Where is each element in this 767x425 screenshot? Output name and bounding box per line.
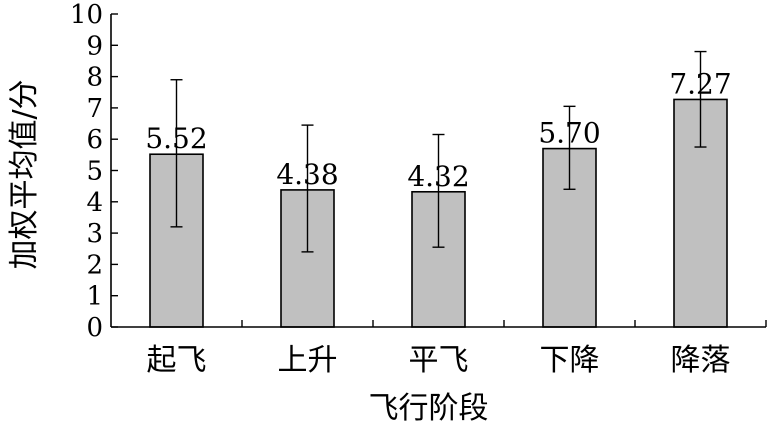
y-tick-label: 1 (86, 282, 103, 312)
y-tick-label: 3 (86, 219, 103, 249)
y-tick-label: 6 (86, 125, 103, 155)
y-tick-label: 2 (86, 250, 103, 280)
x-tick-label: 降落 (671, 343, 731, 378)
x-tick-label: 上升 (278, 343, 338, 378)
data-label: 5.70 (538, 117, 600, 150)
data-label: 4.38 (276, 158, 338, 191)
x-tick-label: 起飞 (147, 343, 207, 378)
y-tick-label: 4 (86, 188, 103, 218)
data-labels: 5.52 4.38 4.32 5.70 7.27 (145, 67, 731, 192)
y-tick-label: 10 (70, 0, 103, 30)
x-axis-labels: 起飞 上升 平飞 下降 降落 (147, 343, 731, 378)
y-tick-label: 9 (86, 31, 103, 61)
data-label: 7.27 (669, 67, 731, 100)
data-label: 5.52 (145, 122, 207, 155)
x-tick-label: 平飞 (409, 343, 469, 378)
y-axis-title: 加权平均值/分 (7, 79, 42, 269)
x-axis-title: 飞行阶段 (369, 391, 489, 425)
x-tick-label: 下降 (540, 343, 600, 378)
y-tick-label: 0 (86, 313, 103, 343)
data-label: 4.32 (407, 160, 469, 193)
error-bars (170, 50, 707, 253)
y-tick-label: 7 (86, 94, 103, 124)
y-tick-label: 8 (86, 63, 103, 93)
y-tick-label: 5 (86, 157, 103, 187)
